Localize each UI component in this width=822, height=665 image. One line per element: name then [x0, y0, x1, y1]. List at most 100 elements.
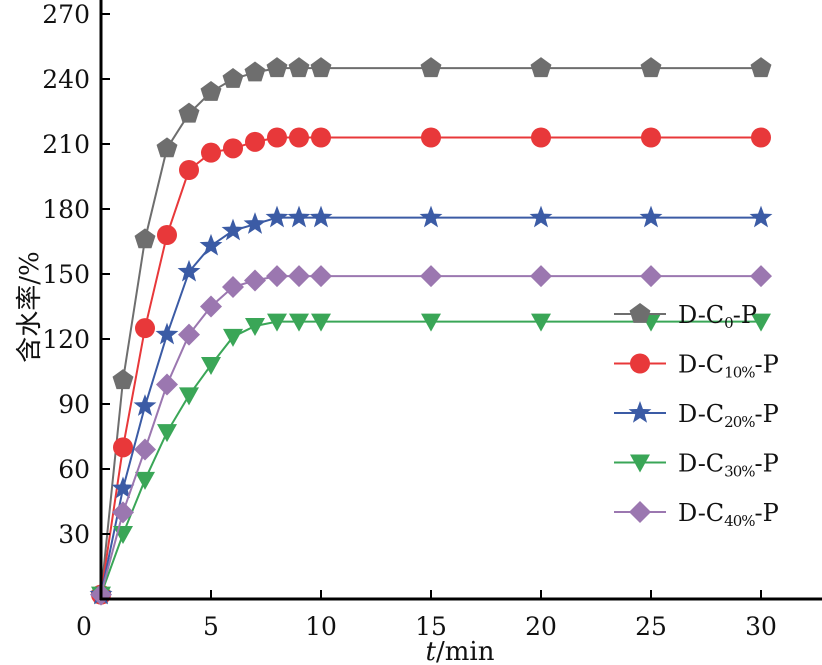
legend-label: D-C30%-P — [678, 450, 779, 481]
data-point — [134, 438, 156, 461]
data-point — [201, 142, 221, 163]
y-axis-label: 含水率/% — [15, 251, 45, 362]
data-point — [311, 313, 331, 332]
data-point — [640, 265, 662, 288]
data-point — [751, 313, 771, 332]
y-tick-label: 210 — [42, 130, 90, 159]
data-point — [420, 265, 442, 288]
legend-label-suffix: -P — [755, 351, 779, 379]
data-point — [266, 57, 288, 78]
data-point — [641, 127, 661, 148]
data-point — [419, 205, 443, 228]
legend-item: D-C0-P — [614, 301, 757, 332]
legend-item: D-C10%-P — [614, 351, 779, 382]
data-point — [531, 313, 551, 332]
data-point — [750, 265, 772, 288]
data-point — [156, 373, 178, 396]
legend-label-subscript: 0 — [724, 314, 733, 332]
data-point — [179, 160, 199, 180]
x-axis-label-var: t — [426, 637, 437, 665]
y-tick-label: 60 — [58, 455, 90, 484]
data-point — [134, 228, 156, 249]
legend-label: D-C0-P — [678, 301, 757, 332]
data-point — [200, 295, 222, 318]
data-point — [157, 225, 177, 245]
series-D-C10%-P — [91, 127, 771, 605]
data-point — [112, 369, 134, 390]
data-point — [133, 394, 157, 416]
data-point — [288, 265, 310, 288]
legend-marker — [629, 501, 651, 523]
ticks: 0 5 10 15 20 25 30 30 60 90 120 150 180 210 240 270 — [42, 0, 777, 641]
legend-label-suffix: -P — [755, 499, 779, 527]
y-tick-label: 150 — [42, 260, 90, 289]
data-point — [155, 322, 179, 345]
legend-item: D-C30%-P — [614, 450, 779, 481]
data-point — [530, 57, 552, 78]
legend-label-prefix: D-C — [678, 450, 724, 478]
data-point — [178, 323, 200, 346]
data-point — [265, 205, 289, 228]
legend-marker — [628, 401, 652, 423]
legend-label: D-C40%-P — [678, 499, 779, 530]
y-tick-label: 240 — [42, 65, 90, 94]
y-tick-label: 30 — [58, 520, 90, 549]
data-point — [421, 127, 441, 148]
legend-label-suffix: -P — [733, 301, 757, 329]
x-tick-label: 0 — [76, 612, 92, 641]
series-D-C40%-P — [90, 265, 772, 606]
data-point — [531, 127, 551, 148]
legend-label-prefix: D-C — [678, 400, 724, 428]
legend-label-subscript: 20% — [724, 413, 755, 431]
legend-label-subscript: 10% — [724, 364, 755, 382]
legend-label-prefix: D-C — [678, 301, 724, 329]
data-point — [750, 57, 772, 78]
legend-label-subscript: 40% — [724, 512, 755, 530]
series-D-C0-P — [90, 57, 772, 604]
legend-label-subscript: 30% — [724, 463, 755, 481]
data-point — [179, 387, 199, 406]
data-point — [200, 81, 222, 101]
data-point — [243, 212, 267, 234]
data-point — [287, 205, 311, 228]
data-point — [640, 57, 662, 78]
data-point — [222, 68, 244, 88]
x-tick-label: 20 — [525, 612, 557, 641]
data-point — [222, 276, 244, 298]
data-point — [530, 265, 552, 288]
x-axis-label: t/min — [426, 637, 495, 665]
x-tick-label: 5 — [203, 612, 219, 641]
data-point — [113, 437, 133, 458]
data-point — [221, 218, 245, 241]
legend-item: D-C40%-P — [614, 499, 779, 530]
x-tick-label: 30 — [745, 612, 777, 641]
data-point — [223, 328, 243, 347]
data-point — [245, 318, 265, 336]
x-tick-label: 10 — [305, 612, 337, 641]
data-point — [111, 476, 135, 499]
series-layer — [89, 57, 773, 606]
axes — [99, 0, 822, 601]
data-point — [177, 259, 201, 282]
data-point — [244, 61, 266, 82]
series-D-C20%-P — [89, 205, 773, 605]
x-axis-label-unit: /min — [436, 637, 495, 665]
x-tick-label: 25 — [635, 612, 667, 641]
legend-marker — [630, 454, 650, 473]
data-point — [112, 501, 134, 524]
data-point — [310, 265, 332, 288]
data-point — [266, 265, 288, 288]
data-point — [288, 57, 310, 78]
data-point — [156, 137, 178, 158]
x-tick-label: 15 — [415, 612, 447, 641]
legend-marker — [629, 303, 651, 323]
data-point — [135, 471, 155, 490]
data-point — [267, 313, 287, 332]
data-point — [421, 313, 441, 332]
data-point — [199, 233, 223, 256]
legend-label-suffix: -P — [755, 400, 779, 428]
legend-label-suffix: -P — [755, 450, 779, 478]
data-point — [420, 57, 442, 78]
legend-marker — [630, 353, 650, 374]
legend-item: D-C20%-P — [614, 400, 779, 431]
